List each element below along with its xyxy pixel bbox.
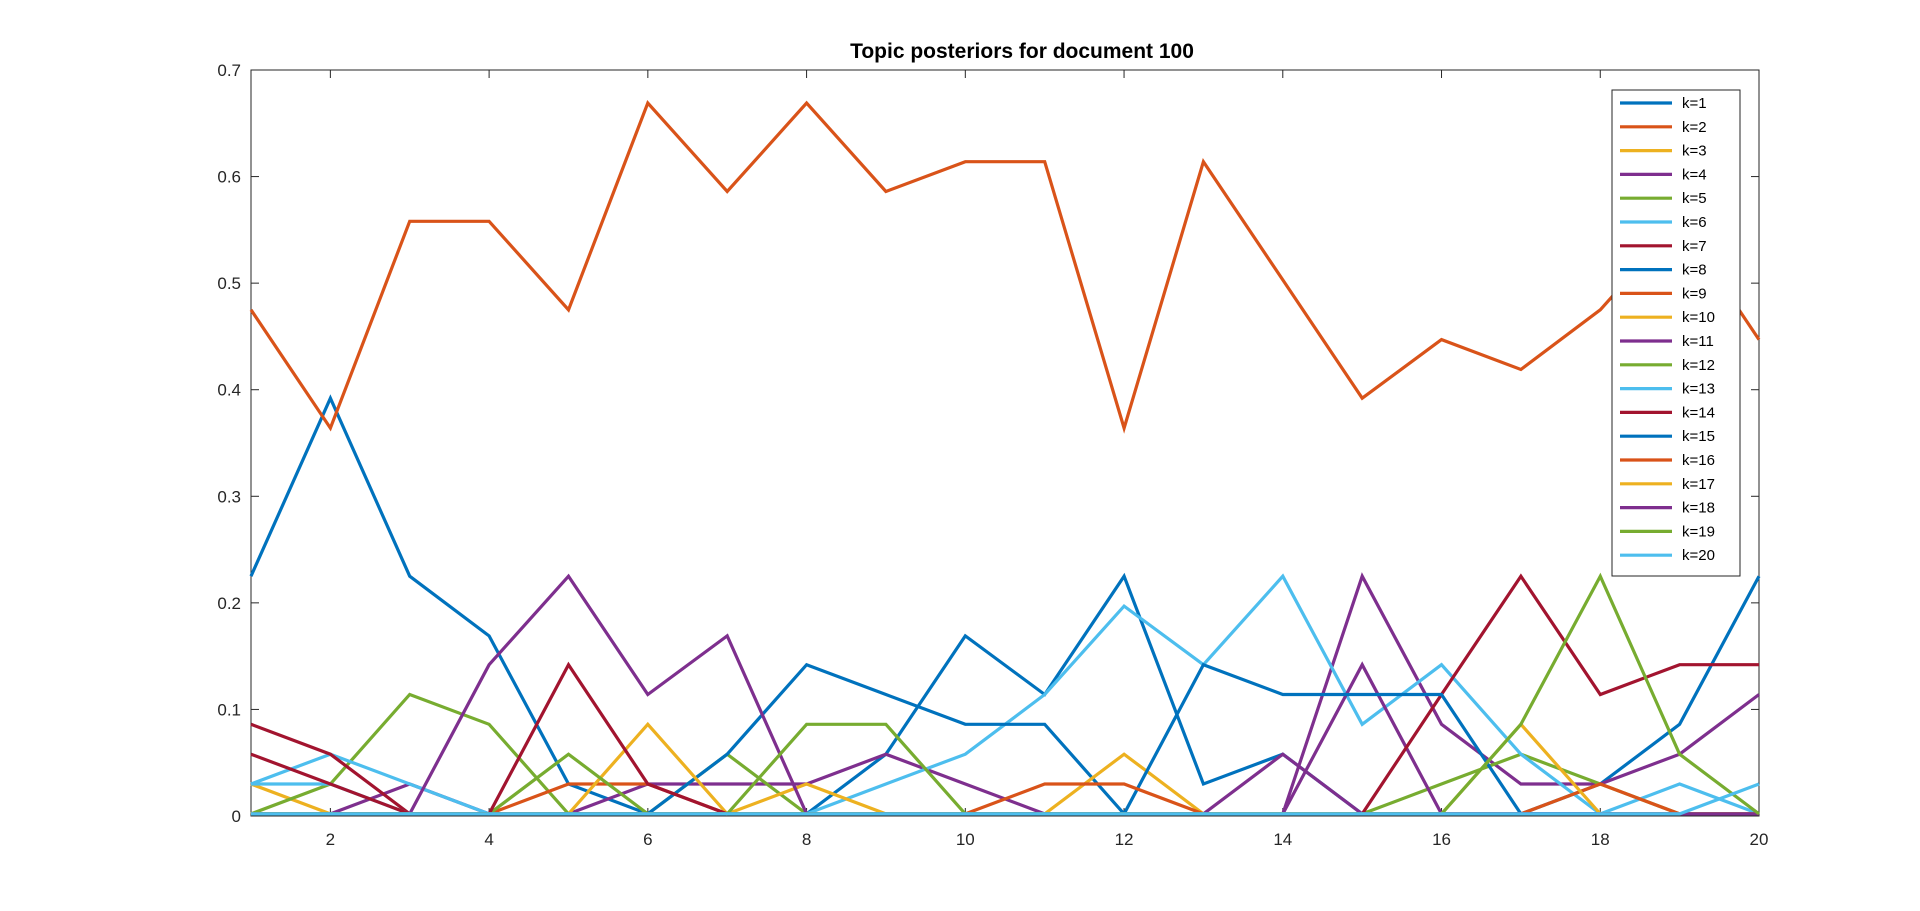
legend-label: k=7 <box>1682 238 1707 255</box>
y-tick-label: 0 <box>232 807 241 826</box>
y-tick-label: 0.2 <box>217 594 241 613</box>
x-axis: 2 4 6 8 10 12 14 16 18 20 <box>326 70 1769 849</box>
chart-title: Topic posteriors for document 100 <box>850 40 1194 63</box>
x-tick-label: 4 <box>484 830 493 849</box>
legend-label: k=13 <box>1682 381 1715 398</box>
x-tick-label: 10 <box>956 830 975 849</box>
y-axis: 0 0.1 0.2 0.3 0.4 0.5 0.6 0.7 <box>217 61 1759 826</box>
legend-label: k=19 <box>1682 523 1715 540</box>
legend-label: k=11 <box>1682 333 1714 350</box>
legend-label: k=6 <box>1682 214 1707 231</box>
legend-label: k=14 <box>1682 404 1715 421</box>
legend-box <box>1611 89 1741 577</box>
y-tick-label: 0.6 <box>217 168 241 187</box>
series-line-k=20 <box>251 782 1760 816</box>
legend-label: k=9 <box>1682 285 1707 302</box>
y-tick-label: 0.5 <box>217 274 241 293</box>
x-tick-label: 2 <box>326 830 335 849</box>
legend-label: k=5 <box>1682 190 1707 207</box>
y-tick-label: 0.3 <box>217 487 241 506</box>
x-tick-label: 16 <box>1432 830 1451 849</box>
legend-label: k=8 <box>1682 262 1707 279</box>
legend-label: k=4 <box>1682 166 1707 183</box>
legend-label: k=2 <box>1682 119 1707 136</box>
legend-label: k=1 <box>1682 95 1707 112</box>
x-tick-label: 18 <box>1591 830 1610 849</box>
legend-label: k=15 <box>1682 428 1715 445</box>
legend-label: k=10 <box>1682 309 1715 326</box>
x-tick-label: 6 <box>643 830 652 849</box>
series-lines <box>249 99 1761 816</box>
x-tick-label: 12 <box>1115 830 1134 849</box>
legend-label: k=3 <box>1682 143 1707 160</box>
x-tick-label: 14 <box>1273 830 1292 849</box>
y-tick-label: 0.1 <box>217 700 241 719</box>
x-tick-label: 8 <box>802 830 811 849</box>
legend: k=1 k=2 k=3 k=4 k=5 k=6 k=7 k=8 k=9 k=10 k=11 k=12 k… <box>1611 89 1741 577</box>
y-tick-label: 0.7 <box>217 61 241 80</box>
legend-label: k=20 <box>1682 547 1715 564</box>
y-tick-label: 0.4 <box>217 381 241 400</box>
legend-label: k=18 <box>1682 500 1715 517</box>
legend-label: k=17 <box>1682 476 1715 493</box>
legend-label: k=16 <box>1682 452 1715 469</box>
series-line-k=2 <box>249 99 1761 434</box>
legend-label: k=12 <box>1682 357 1715 374</box>
plot-area <box>250 69 1760 817</box>
x-tick-label: 20 <box>1750 830 1769 849</box>
